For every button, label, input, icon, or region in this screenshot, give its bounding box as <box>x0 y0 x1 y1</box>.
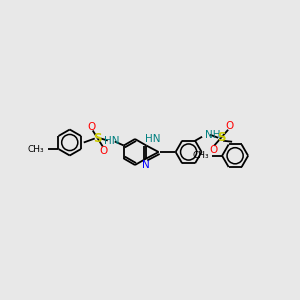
Text: CH₃: CH₃ <box>28 145 44 154</box>
Text: O: O <box>225 121 233 131</box>
Text: O: O <box>88 122 96 131</box>
Text: O: O <box>209 145 217 155</box>
Text: HN: HN <box>145 134 161 145</box>
Text: CH₃: CH₃ <box>193 151 209 160</box>
Text: S: S <box>94 132 102 145</box>
Text: S: S <box>217 131 225 144</box>
Text: NH: NH <box>205 130 220 140</box>
Text: O: O <box>100 146 108 155</box>
Text: HN: HN <box>104 136 119 146</box>
Text: N: N <box>142 160 150 170</box>
